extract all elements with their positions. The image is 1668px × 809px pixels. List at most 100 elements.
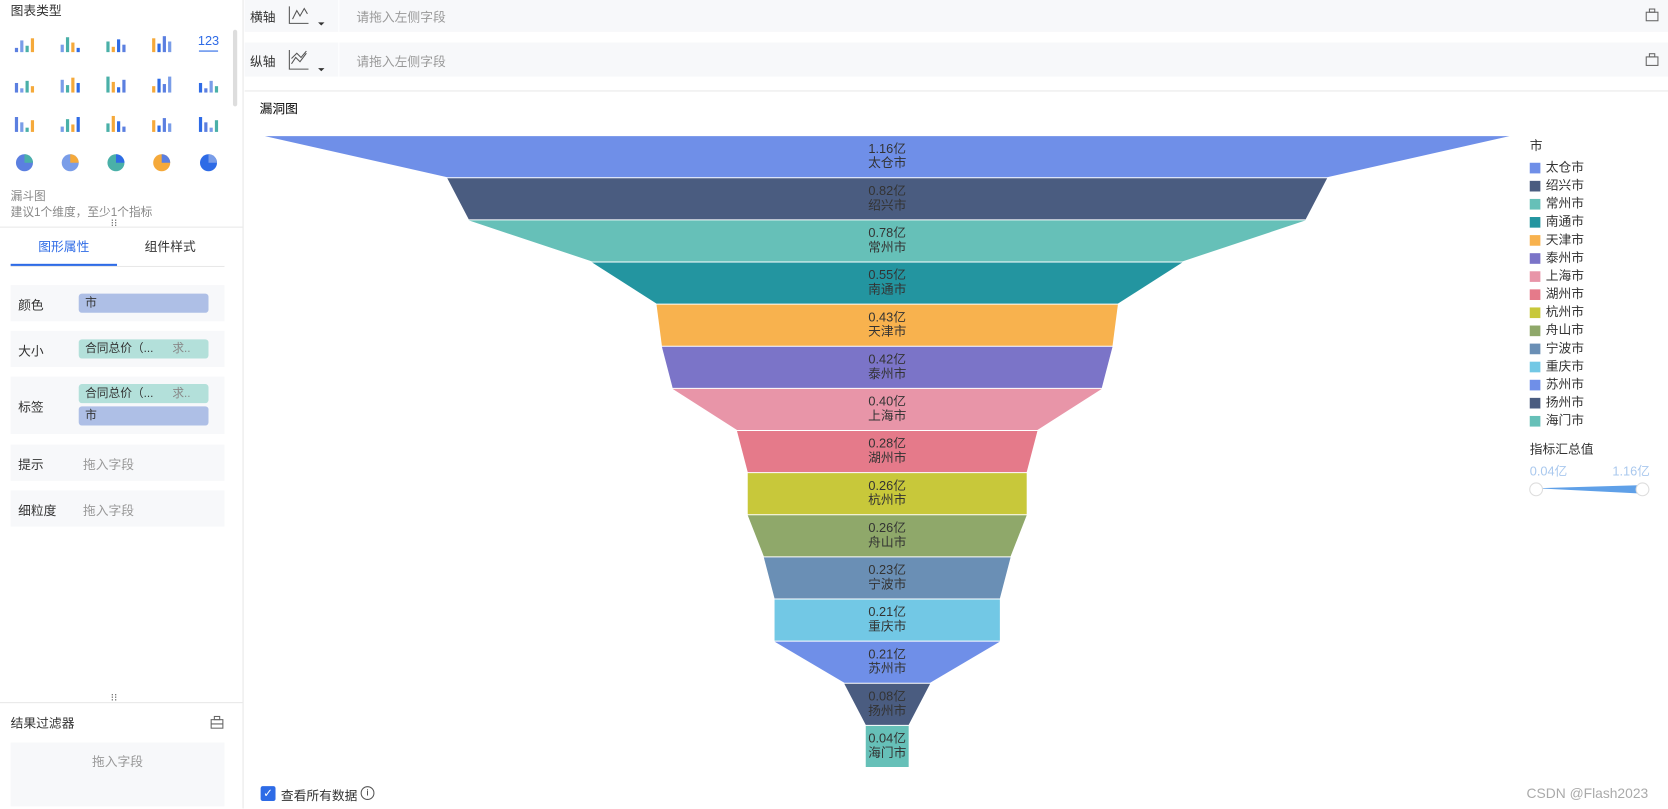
legend-swatch <box>1529 379 1541 391</box>
field-pill[interactable]: 合同总价（... 求.. <box>78 384 209 404</box>
icon-shape <box>25 127 29 132</box>
icon-shape <box>162 118 166 132</box>
value-label: 0.26亿 <box>868 478 906 493</box>
icon-shape <box>76 82 80 93</box>
shelf[interactable]: 纵轴 请拖入左侧字段 <box>244 42 1668 77</box>
shelf-label: 横轴 <box>249 9 276 25</box>
shelf-filter-icon[interactable] <box>1645 7 1660 22</box>
funnel-segment <box>264 136 1510 178</box>
funnel-segment <box>468 220 1306 262</box>
category-label: 湖州市 <box>868 450 906 465</box>
shelf-icon[interactable] <box>287 47 325 75</box>
chart-type-icon[interactable] <box>59 31 82 54</box>
icon-shape <box>60 79 64 93</box>
funnel-segment <box>774 599 1000 641</box>
field-pill[interactable]: 合同总价（... 求.. <box>78 339 209 359</box>
legend-label: 扬州市 <box>1546 395 1584 410</box>
info-icon[interactable]: i <box>360 786 375 800</box>
tab[interactable]: 组件样式 <box>144 239 196 255</box>
funnel-segment <box>844 683 931 725</box>
value-label: 0.21亿 <box>868 646 906 661</box>
placeholder: 拖入字段 <box>82 457 135 473</box>
icon-shape <box>122 126 126 132</box>
icon-shape <box>111 115 115 132</box>
category-label: 南通市 <box>868 282 906 297</box>
chart-type-icon[interactable] <box>104 71 127 94</box>
field-pill[interactable]: 市 <box>78 293 209 313</box>
field-name: 合同总价（... <box>85 387 154 400</box>
divider <box>10 265 225 268</box>
chart-type-icon[interactable] <box>13 71 36 94</box>
icon-shape <box>65 85 70 93</box>
chart-type-icon[interactable] <box>197 151 220 174</box>
legend-label: 湖州市 <box>1546 286 1584 301</box>
legend-swatch <box>1529 253 1541 264</box>
chart-type-icon[interactable] <box>104 151 127 174</box>
tab-active[interactable]: 图形属性 <box>10 232 118 266</box>
size-legend-max: 1.16亿 <box>1612 464 1650 479</box>
divider <box>244 90 1668 92</box>
chart-type-icon[interactable] <box>59 71 82 94</box>
legend-label: 绍兴市 <box>1546 178 1584 193</box>
shelf[interactable]: 横轴 请拖入左侧字段 <box>244 0 1668 32</box>
chart-type-icon[interactable] <box>13 151 36 174</box>
drag-handle[interactable]: ⁝⁝ <box>110 218 118 230</box>
icon-shape <box>157 43 161 53</box>
chart-type-icon[interactable] <box>150 31 173 54</box>
value-label: 0.04亿 <box>868 731 906 746</box>
funnel-segment <box>592 262 1183 304</box>
icon-shape <box>168 76 172 93</box>
filter-drop[interactable]: 拖入字段 <box>10 742 225 807</box>
size-legend-bar <box>1536 485 1643 494</box>
value-label: 0.43亿 <box>868 309 906 324</box>
legend-swatch <box>1529 415 1541 427</box>
scrollbar <box>232 29 238 107</box>
legend-title: 市 <box>1530 138 1543 153</box>
chart-type-icon[interactable] <box>197 71 220 94</box>
chart-type-icon[interactable] <box>150 71 173 94</box>
property-label: 细粒度 <box>18 503 57 519</box>
icon-shape <box>25 45 29 53</box>
property-row: 颜色 市 <box>10 285 225 322</box>
checkbox-label[interactable]: 查看所有数据 <box>280 788 358 804</box>
shelf-placeholder: 请拖入左侧字段 <box>356 9 446 25</box>
category-label: 泰州市 <box>868 366 906 381</box>
icon-shape <box>106 123 110 132</box>
sidebar: 图表类型 123 漏斗图 建议1个维度，至少1个指标 ⁝⁝ 图形属性 组件样式 … <box>0 0 244 809</box>
category-label: 太仓市 <box>868 155 906 170</box>
icon-shape <box>204 122 208 132</box>
filter-icon[interactable] <box>210 715 225 730</box>
chart-type-icon[interactable] <box>13 111 36 134</box>
drag-handle[interactable]: ⁝⁝ <box>110 692 118 705</box>
chart-type-icon[interactable]: 123 <box>197 31 220 54</box>
chart-type-icon[interactable] <box>150 111 173 134</box>
icon-shape <box>20 88 24 93</box>
field-pill[interactable]: 市 <box>78 406 209 426</box>
chart-type-icon[interactable] <box>150 151 173 174</box>
icon-shape <box>65 37 70 53</box>
chart-title: 漏洞图 <box>260 101 298 116</box>
legend-swatch <box>1529 361 1541 373</box>
icon-shape <box>71 124 75 132</box>
icon-shape <box>117 87 121 93</box>
icon-shape <box>122 79 126 93</box>
legend-swatch <box>1529 307 1541 319</box>
chart-type-icon[interactable] <box>13 31 36 54</box>
shelf-filter-icon[interactable] <box>1645 52 1660 67</box>
icon-shape <box>162 84 166 93</box>
icon-shape <box>30 86 35 93</box>
icon-shape <box>111 81 115 93</box>
chart-type-icon[interactable] <box>197 111 220 134</box>
chart-type-icon[interactable] <box>104 31 127 54</box>
divider <box>338 0 340 32</box>
chart-type-icon[interactable] <box>59 111 82 134</box>
shelf-icon[interactable] <box>287 3 325 29</box>
category-label: 杭州市 <box>868 492 906 507</box>
chart-type-icon[interactable] <box>104 111 127 134</box>
chart-type-icon[interactable] <box>59 151 82 174</box>
legend-label: 上海市 <box>1546 268 1584 283</box>
icon-shape <box>152 38 156 53</box>
watermark: CSDN @Flash2023 <box>1526 785 1649 802</box>
checkbox[interactable]: ✓ <box>260 786 276 802</box>
